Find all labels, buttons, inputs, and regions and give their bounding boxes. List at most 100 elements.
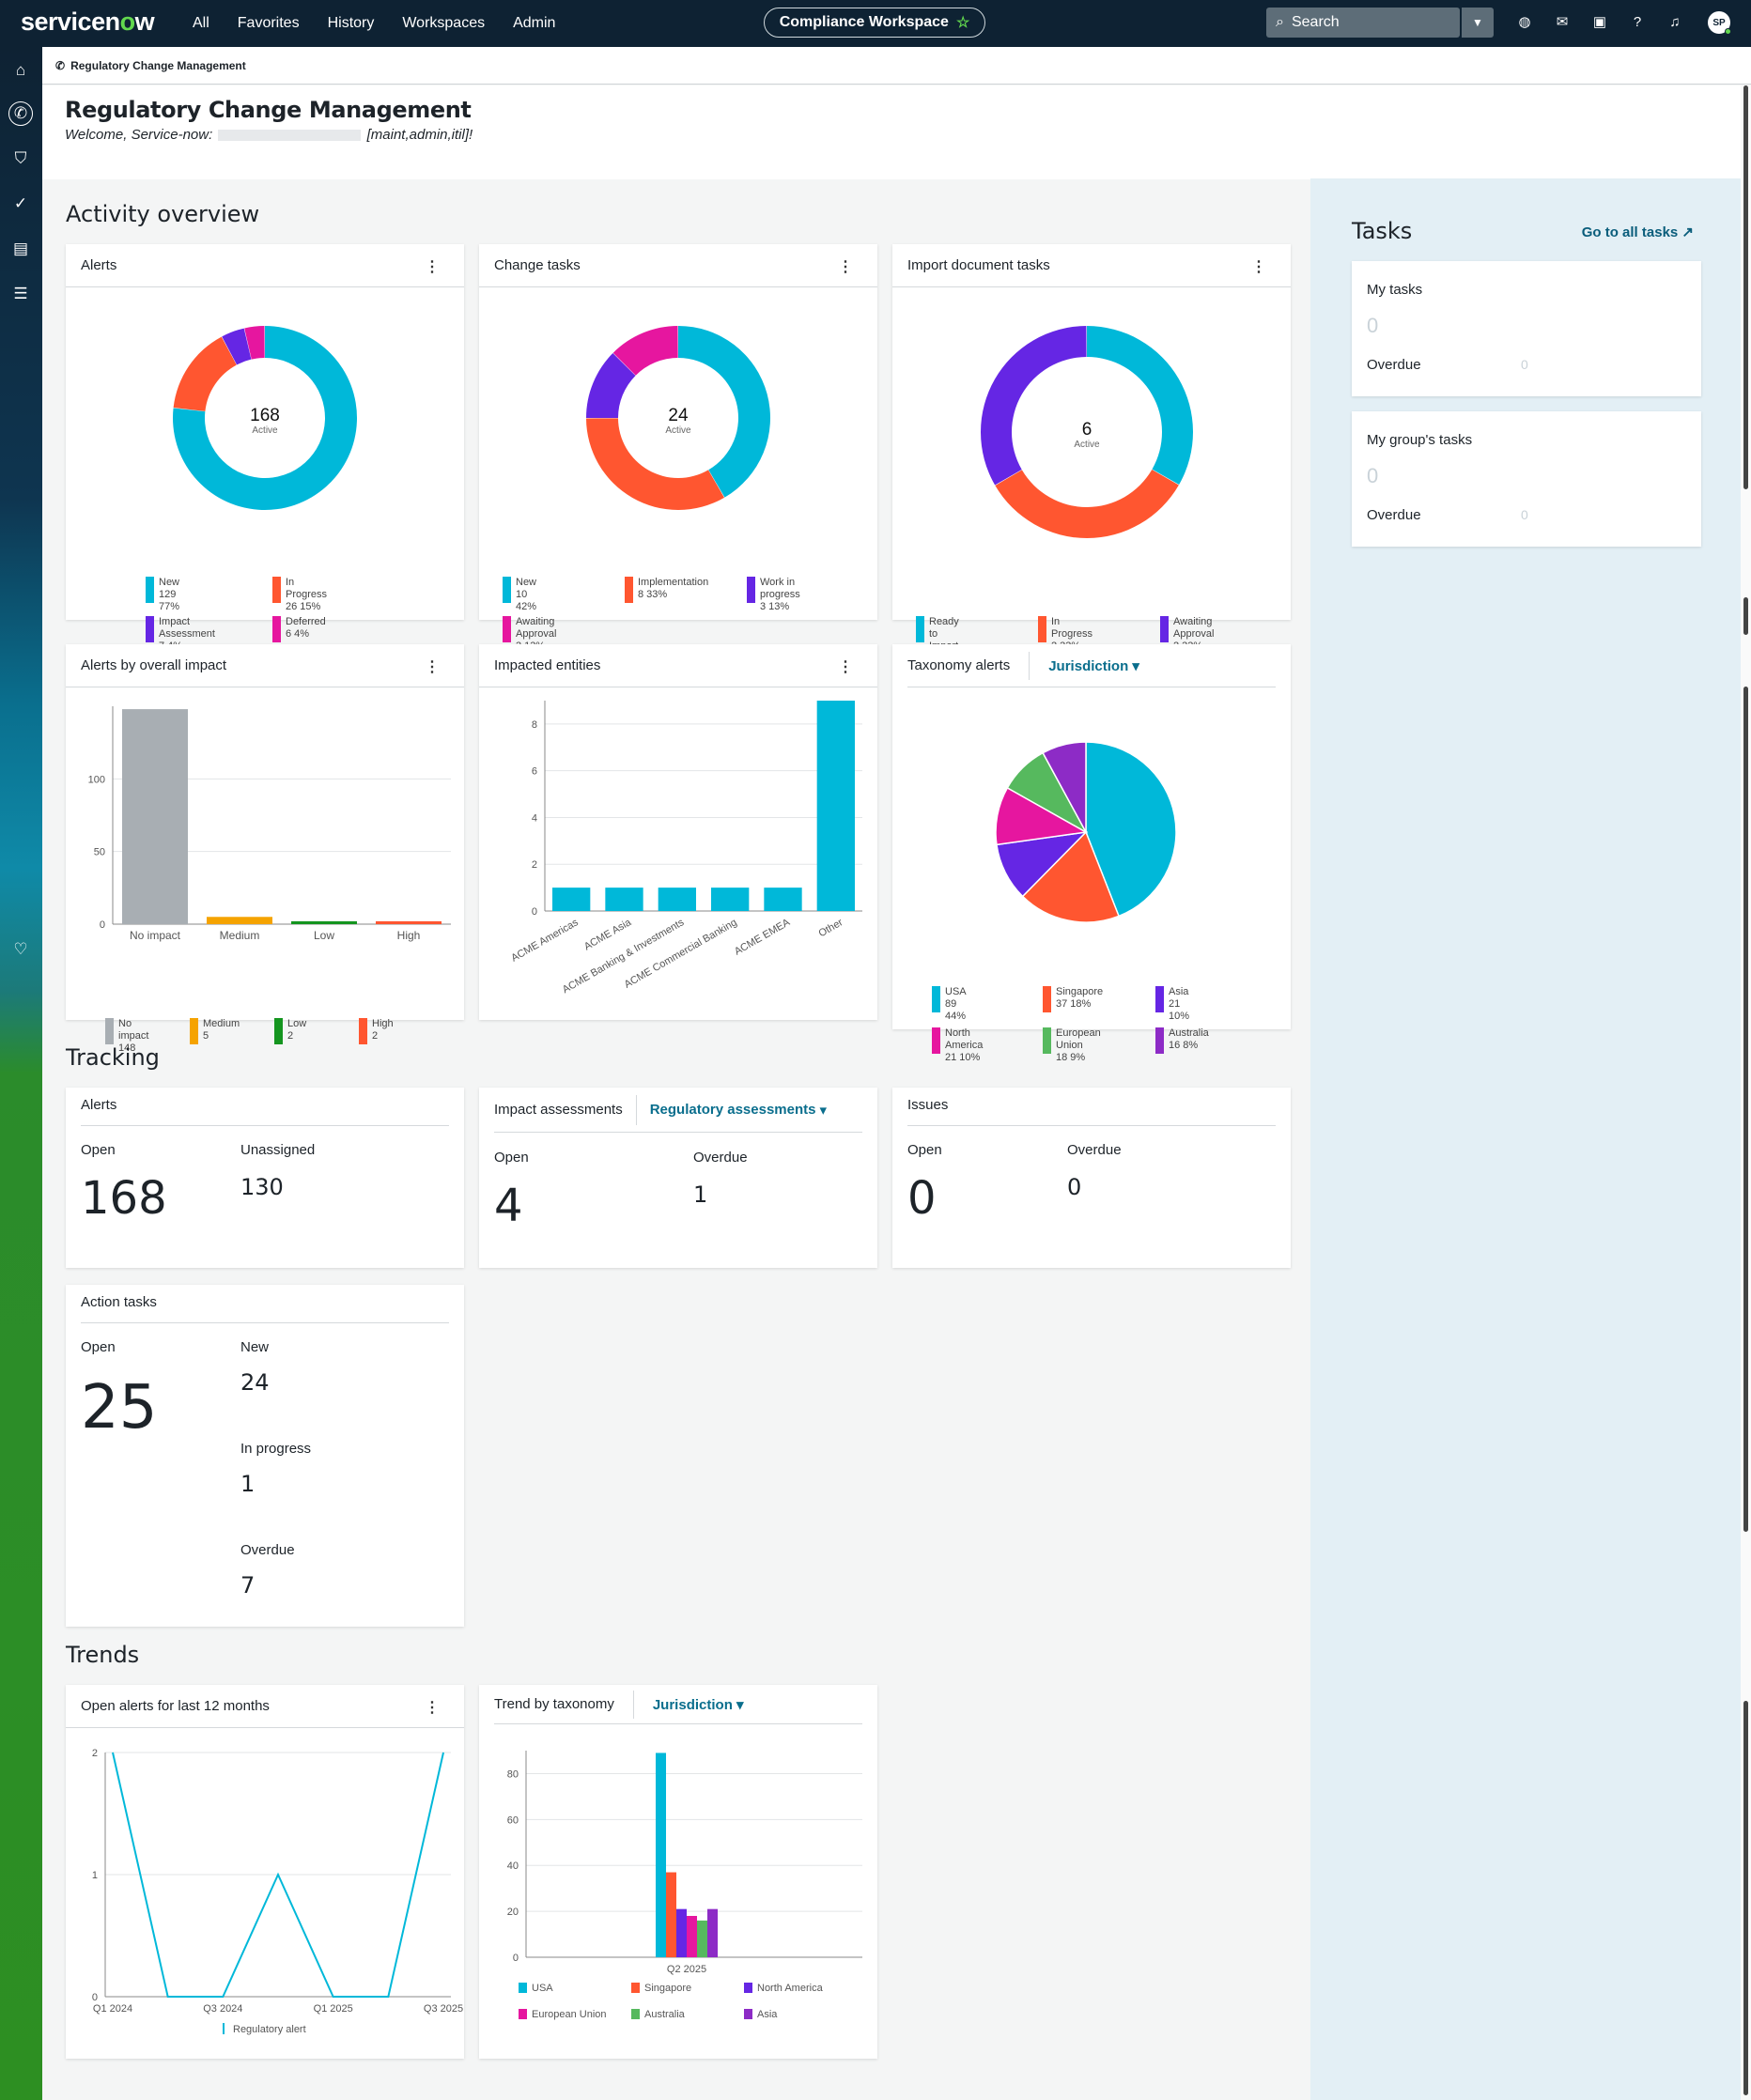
kebab-menu-icon[interactable]: ⋮ — [425, 1700, 440, 1716]
bar[interactable] — [656, 1753, 666, 1957]
scrollbar-thumb[interactable] — [1743, 85, 1748, 489]
donut-slice[interactable] — [244, 326, 265, 360]
legend-label[interactable]: USA — [532, 1983, 553, 1994]
open-action-count[interactable]: 25 — [81, 1373, 158, 1443]
kebab-menu-icon[interactable]: ⋮ — [425, 259, 440, 275]
bar[interactable] — [676, 1908, 687, 1957]
megaphone-icon[interactable]: ✆ — [8, 101, 33, 126]
scrollbar-thumb[interactable] — [1743, 687, 1748, 1532]
legend-label[interactable]: Asia — [757, 2009, 778, 2020]
donut-slice[interactable] — [612, 326, 678, 376]
bar[interactable] — [764, 888, 802, 911]
shield-icon[interactable]: ⛉ — [14, 149, 27, 167]
breadcrumb-tab[interactable]: Regulatory Change Management — [70, 58, 246, 72]
legend-label[interactable]: European Union — [532, 2009, 607, 2020]
nav-favorites[interactable]: Favorites — [237, 15, 300, 31]
group-tasks-overdue-count[interactable]: 0 — [1521, 507, 1528, 522]
bar[interactable] — [707, 1908, 718, 1957]
bar[interactable] — [687, 1916, 697, 1957]
bar[interactable] — [122, 709, 188, 924]
legend-item[interactable]: Australia 16 8% — [1155, 1027, 1209, 1054]
star-icon[interactable]: ☆ — [955, 15, 970, 31]
legend-item[interactable]: New 10 42% — [503, 577, 536, 613]
legend-item[interactable]: Deferred 6 4% — [272, 616, 326, 642]
search-scope-dropdown[interactable]: ▼ — [1462, 8, 1494, 38]
legend-label[interactable]: Singapore — [644, 1983, 691, 1994]
clipboard-icon[interactable]: ▤ — [12, 239, 29, 257]
workspace-pill[interactable]: Compliance Workspace ☆ — [764, 8, 985, 38]
chevron-down-icon[interactable]: ▾ — [819, 1102, 827, 1119]
donut-slice[interactable] — [586, 353, 636, 418]
bar[interactable] — [207, 917, 272, 924]
donut-slice[interactable] — [173, 336, 237, 411]
legend-label[interactable]: Regulatory alert — [233, 2024, 306, 2035]
pie-slice[interactable] — [1085, 741, 1177, 918]
legend-item[interactable]: New 129 77% — [146, 577, 179, 613]
legend-item[interactable]: Asia 21 10% — [1155, 986, 1189, 1023]
open-alerts-count[interactable]: 168 — [81, 1172, 167, 1225]
jurisdiction-dropdown[interactable]: Jurisdiction — [653, 1696, 744, 1713]
legend-item[interactable]: European Union 18 9% — [1043, 1027, 1101, 1064]
open-impact-count[interactable]: 4 — [494, 1180, 523, 1232]
bar[interactable] — [376, 920, 442, 924]
group-tasks-count[interactable]: 0 — [1367, 464, 1379, 487]
home-icon[interactable]: ⌂ — [15, 61, 26, 79]
help-icon[interactable]: ? — [1633, 13, 1642, 30]
series-line[interactable] — [112, 1752, 444, 1998]
bar[interactable] — [666, 1872, 676, 1957]
jurisdiction-dropdown[interactable]: Jurisdiction — [1048, 657, 1139, 674]
heart-pulse-icon[interactable]: ♡ — [13, 940, 28, 958]
legend-label[interactable]: North America — [757, 1983, 824, 1994]
legend-item[interactable]: Implementation 8 33% — [625, 577, 708, 603]
nav-admin[interactable]: Admin — [513, 15, 556, 31]
donut-slice[interactable] — [173, 326, 357, 510]
my-tasks-count[interactable]: 0 — [1367, 314, 1379, 337]
overdue-impact-count[interactable]: 1 — [693, 1181, 708, 1208]
go-to-all-tasks-link[interactable]: Go to all tasks ↗ — [1581, 224, 1694, 240]
legend-item[interactable]: Work in progress 3 13% — [747, 577, 800, 613]
bar[interactable] — [605, 888, 643, 911]
servicenow-logo[interactable]: servicenow — [21, 8, 155, 36]
nav-all[interactable]: All — [193, 15, 209, 31]
in-progress-action-count[interactable]: 1 — [240, 1471, 256, 1497]
legend-item[interactable]: Singapore 37 18% — [1043, 986, 1103, 1012]
nav-history[interactable]: History — [327, 15, 375, 31]
chat-icon[interactable]: ✉ — [1556, 14, 1569, 30]
bar[interactable] — [816, 701, 855, 911]
donut-slice[interactable] — [1087, 326, 1193, 486]
donut-slice[interactable] — [995, 470, 1179, 538]
legend-item[interactable]: USA 89 44% — [932, 986, 967, 1023]
legend-label[interactable]: Australia — [644, 2009, 686, 2020]
avatar[interactable]: SP — [1708, 11, 1731, 35]
bar[interactable] — [697, 1920, 707, 1957]
pie-slice[interactable] — [1042, 741, 1087, 833]
my-tasks-overdue-count[interactable]: 0 — [1521, 357, 1528, 372]
unassigned-count[interactable]: 130 — [240, 1174, 284, 1200]
donut-slice[interactable] — [981, 326, 1087, 486]
bar[interactable] — [291, 920, 357, 924]
donut-slice[interactable] — [222, 328, 252, 365]
kebab-menu-icon[interactable]: ⋮ — [1251, 259, 1266, 275]
bar[interactable] — [552, 888, 591, 911]
list-icon[interactable]: ☰ — [13, 285, 28, 302]
donut-slice[interactable] — [678, 326, 770, 498]
pie-slice[interactable] — [1021, 830, 1120, 923]
check-circle-icon[interactable]: ✓ — [13, 194, 28, 212]
legend-item[interactable]: No impact 148 — [105, 1018, 148, 1055]
legend-item[interactable]: High 2 — [359, 1018, 394, 1044]
kebab-menu-icon[interactable]: ⋮ — [838, 259, 853, 275]
kebab-menu-icon[interactable]: ⋮ — [425, 659, 440, 675]
open-issues-count[interactable]: 0 — [907, 1172, 937, 1225]
legend-item[interactable]: Low 2 — [274, 1018, 306, 1044]
kebab-menu-icon[interactable]: ⋮ — [838, 659, 853, 675]
page-scrollbar[interactable] — [1741, 85, 1751, 2100]
donut-slice[interactable] — [586, 418, 724, 510]
scrollbar-thumb[interactable] — [1743, 597, 1748, 635]
new-action-count[interactable]: 24 — [240, 1369, 270, 1396]
bell-icon[interactable]: ♫ — [1669, 13, 1681, 30]
legend-item[interactable]: Medium 5 — [190, 1018, 240, 1044]
regulatory-assessments-dropdown[interactable]: Regulatory assessments — [649, 1102, 816, 1118]
overdue-action-count[interactable]: 7 — [240, 1572, 256, 1598]
overdue-issues-count[interactable]: 0 — [1067, 1174, 1082, 1200]
legend-item[interactable]: North America 21 10% — [932, 1027, 983, 1064]
